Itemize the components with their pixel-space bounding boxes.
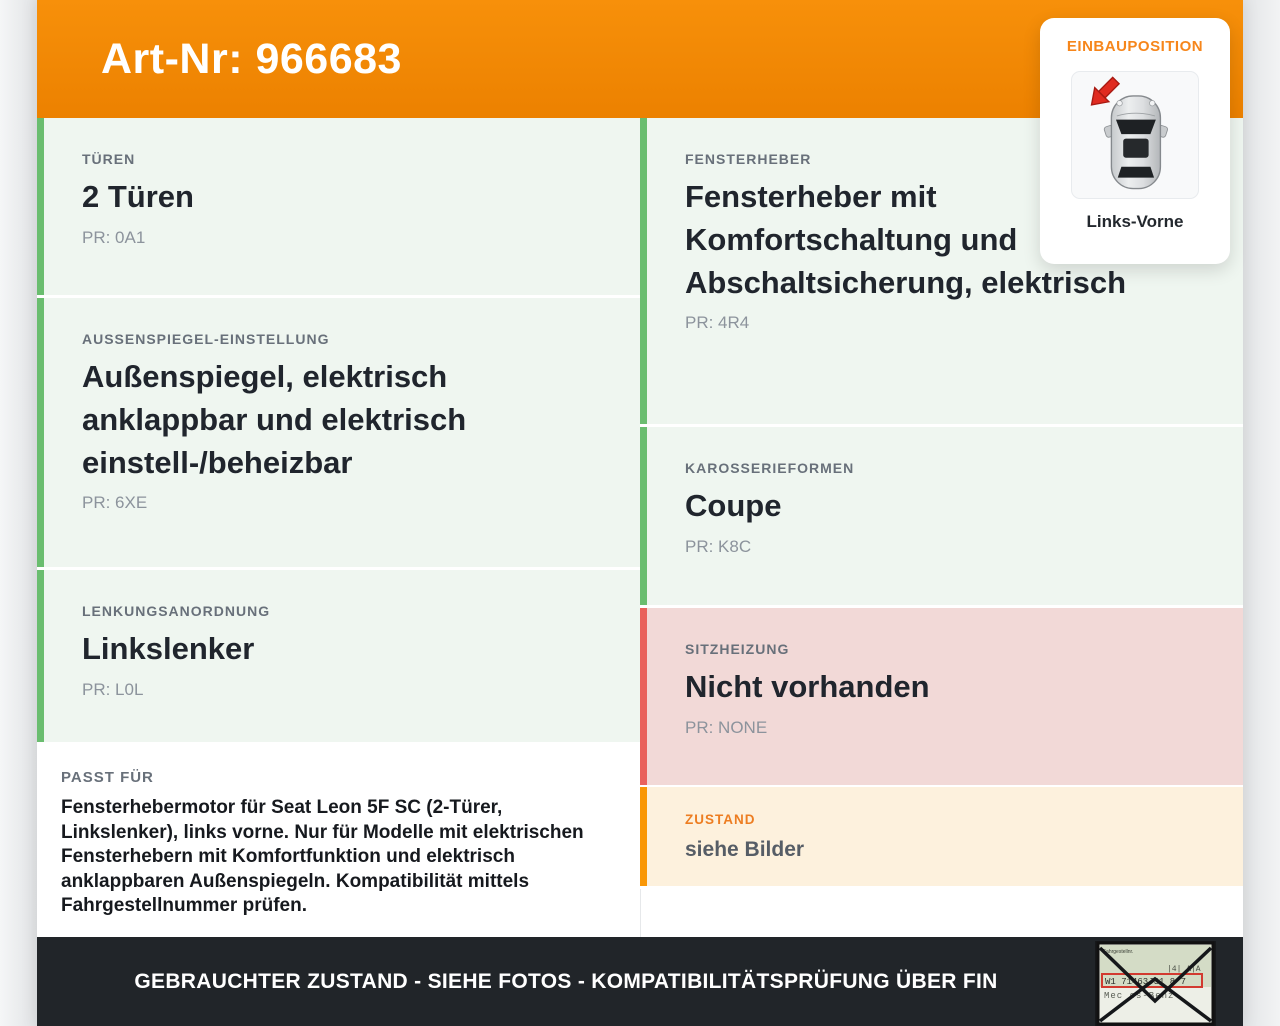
spec-pr-code: PR: 0A1 — [82, 227, 146, 247]
spec-card-fensterheber: FENSTERHEBER Fensterheber mit Komfortsch… — [640, 118, 1243, 424]
spec-value: Nicht vorhanden — [685, 669, 930, 704]
spec-pr-code: PR: 6XE — [82, 493, 148, 513]
spec-card-tueren: TÜREN 2 Türen PR: 0A1 — [37, 118, 640, 295]
spec-pr-code: PR: NONE — [685, 717, 768, 737]
right-column: FENSTERHEBER Fensterheber mit Komfortsch… — [640, 118, 1243, 937]
spec-label: AUSSENSPIEGEL-EINSTELLUNG — [82, 331, 330, 347]
footer-disclaimer-text: GEBRAUCHTER ZUSTAND - SIEHE FOTOS - KOMP… — [134, 969, 998, 993]
spec-label: TÜREN — [82, 151, 136, 167]
spec-label: SITZHEIZUNG — [685, 641, 790, 657]
spec-pr-code: PR: K8C — [685, 536, 752, 556]
right-column-filler — [640, 889, 1243, 937]
spec-pr-code: PR: 4R4 — [685, 313, 750, 333]
einbauposition-card: EINBAUPOSITION — [1040, 18, 1230, 264]
condition-label: ZUSTAND — [685, 812, 756, 827]
spec-card-lenkung: LENKUNGSANORDNUNG Linkslenker PR: L0L — [37, 570, 640, 742]
einbauposition-value: Links-Vorne — [1086, 212, 1184, 231]
footer-bar: GEBRAUCHTER ZUSTAND - SIEHE FOTOS - KOMP… — [37, 937, 1243, 1026]
fin-brand-text: Mec es-Benz — [1104, 991, 1174, 1001]
spec-card-aussenspiegel: AUSSENSPIEGEL-EINSTELLUNG Außenspiegel, … — [37, 298, 640, 567]
car-top-view-icon — [1090, 76, 1168, 190]
fitment-label: PASST FÜR — [61, 769, 154, 786]
einbauposition-label: EINBAUPOSITION — [1066, 38, 1204, 55]
spec-columns: TÜREN 2 Türen PR: 0A1 AUSSENSPIEGEL-EINS… — [37, 118, 1243, 937]
spec-value: Fensterheber mit Komfortschaltung und Ab… — [685, 179, 1127, 300]
spec-value: 2 Türen — [82, 179, 194, 214]
fin-document-crossed-image: Fahrgestellnr. |4| A|A W1 71463J31 8 7 M… — [1095, 941, 1216, 1026]
svg-text:|4| A|A: |4| A|A — [1167, 965, 1201, 974]
fitment-text: Fensterhebermotor für Seat Leon 5F SC (2… — [61, 797, 584, 916]
fin-label-text: Fahrgestellnr. — [1103, 949, 1133, 955]
condition-value: siehe Bilder — [685, 838, 805, 861]
spec-pr-code: PR: L0L — [82, 679, 144, 699]
left-column: TÜREN 2 Türen PR: 0A1 AUSSENSPIEGEL-EINS… — [37, 118, 640, 937]
spec-value: Coupe — [685, 488, 782, 523]
spec-value: Außenspiegel, elektrisch anklappbar und … — [82, 359, 467, 480]
fitment-card: PASST FÜR Fensterhebermotor für Seat Leo… — [37, 745, 640, 937]
spec-label: KAROSSERIEFORMEN — [685, 460, 855, 476]
article-number-title: Art-Nr: 966683 — [101, 34, 402, 83]
fin-vin-text: W1 71463J31 8 7 — [1105, 977, 1186, 987]
spec-value: Linkslenker — [82, 631, 255, 666]
spec-card-sitzheizung: SITZHEIZUNG Nicht vorhanden PR: NONE — [640, 608, 1243, 785]
car-position-image-box — [1071, 71, 1199, 199]
spec-label: LENKUNGSANORDNUNG — [82, 603, 271, 619]
listing-page: Art-Nr: 966683 EINBAUPOSITION — [37, 0, 1243, 1026]
spec-card-karosserie: KAROSSERIEFORMEN Coupe PR: K8C — [640, 427, 1243, 605]
spec-label: FENSTERHEBER — [685, 151, 812, 167]
condition-card: ZUSTAND siehe Bilder — [640, 787, 1243, 886]
